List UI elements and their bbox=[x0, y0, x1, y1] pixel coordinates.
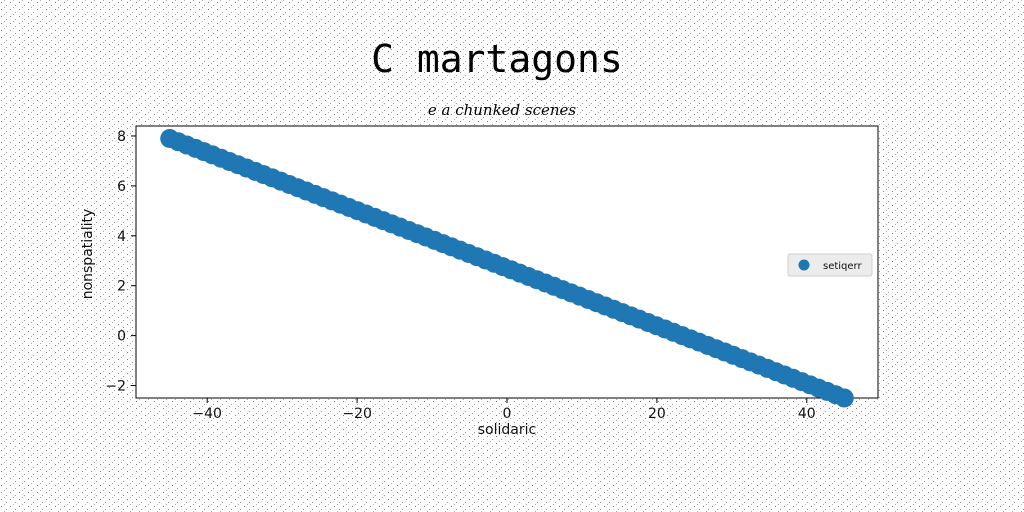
x-tick-label: −20 bbox=[342, 406, 372, 422]
y-tick-label: −2 bbox=[105, 379, 126, 395]
x-axis: −40 −20 0 20 40 bbox=[192, 398, 816, 422]
legend-box bbox=[787, 253, 873, 277]
y-tick-label: 2 bbox=[117, 279, 126, 295]
y-axis: −2 0 2 4 6 8 bbox=[105, 129, 136, 395]
y-tick-label: 6 bbox=[117, 179, 126, 195]
x-tick-label: −40 bbox=[192, 406, 222, 422]
x-tick-label: 0 bbox=[503, 406, 512, 422]
x-axis-label: solidaric bbox=[478, 422, 536, 438]
legend: setiqerr bbox=[787, 253, 873, 277]
y-tick-label: 0 bbox=[117, 329, 126, 345]
y-tick-label: 8 bbox=[117, 129, 126, 145]
legend-marker bbox=[798, 259, 810, 271]
y-axis-label: nonspatiality bbox=[80, 209, 96, 300]
chart-subtitle: e a chunked scenes bbox=[428, 101, 577, 119]
data-point bbox=[834, 388, 854, 408]
data-points bbox=[160, 128, 854, 408]
chart-title: C martagons bbox=[371, 37, 623, 81]
x-tick-label: 40 bbox=[798, 406, 816, 422]
x-tick-label: 20 bbox=[648, 406, 666, 422]
legend-series-label: setiqerr bbox=[823, 261, 862, 272]
y-tick-label: 4 bbox=[117, 229, 126, 245]
